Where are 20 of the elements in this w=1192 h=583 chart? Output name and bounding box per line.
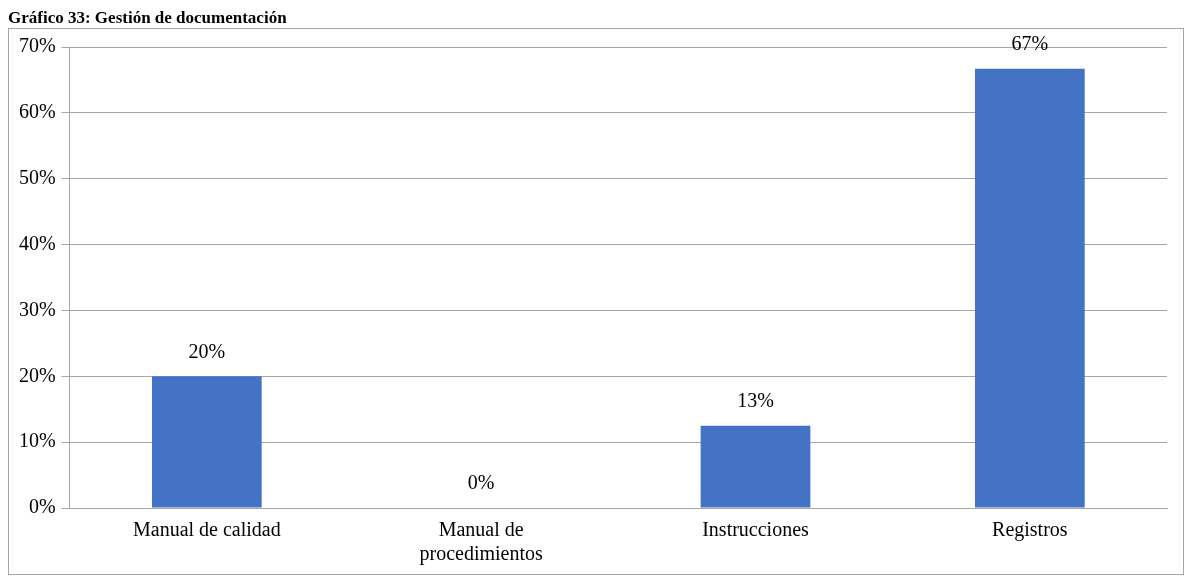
y-tick-label: 20% — [18, 363, 56, 386]
bar — [700, 425, 811, 508]
data-label: 20% — [188, 339, 226, 362]
chart-title: Gráfico 33: Gestión de documentación — [8, 8, 288, 28]
bar — [151, 376, 262, 508]
y-tick-label: 30% — [18, 297, 56, 320]
bar — [974, 68, 1085, 508]
data-label: 67% — [1011, 31, 1049, 54]
y-tick-label: 50% — [18, 165, 56, 188]
data-label: 13% — [737, 388, 774, 411]
x-tick-label: Manual de calidad — [132, 518, 281, 541]
y-tick-label: 0% — [28, 495, 56, 518]
x-tick-label: Manual de procedimientos — [419, 518, 544, 566]
x-tick-label: Registros — [992, 518, 1068, 542]
y-tick-label: 10% — [18, 429, 56, 452]
y-tick-label: 60% — [18, 100, 56, 123]
y-tick-label: 70% — [18, 34, 56, 57]
y-tick-label: 40% — [18, 231, 56, 254]
x-tick-label: Instrucciones — [702, 518, 810, 541]
data-label: 0% — [467, 471, 495, 494]
